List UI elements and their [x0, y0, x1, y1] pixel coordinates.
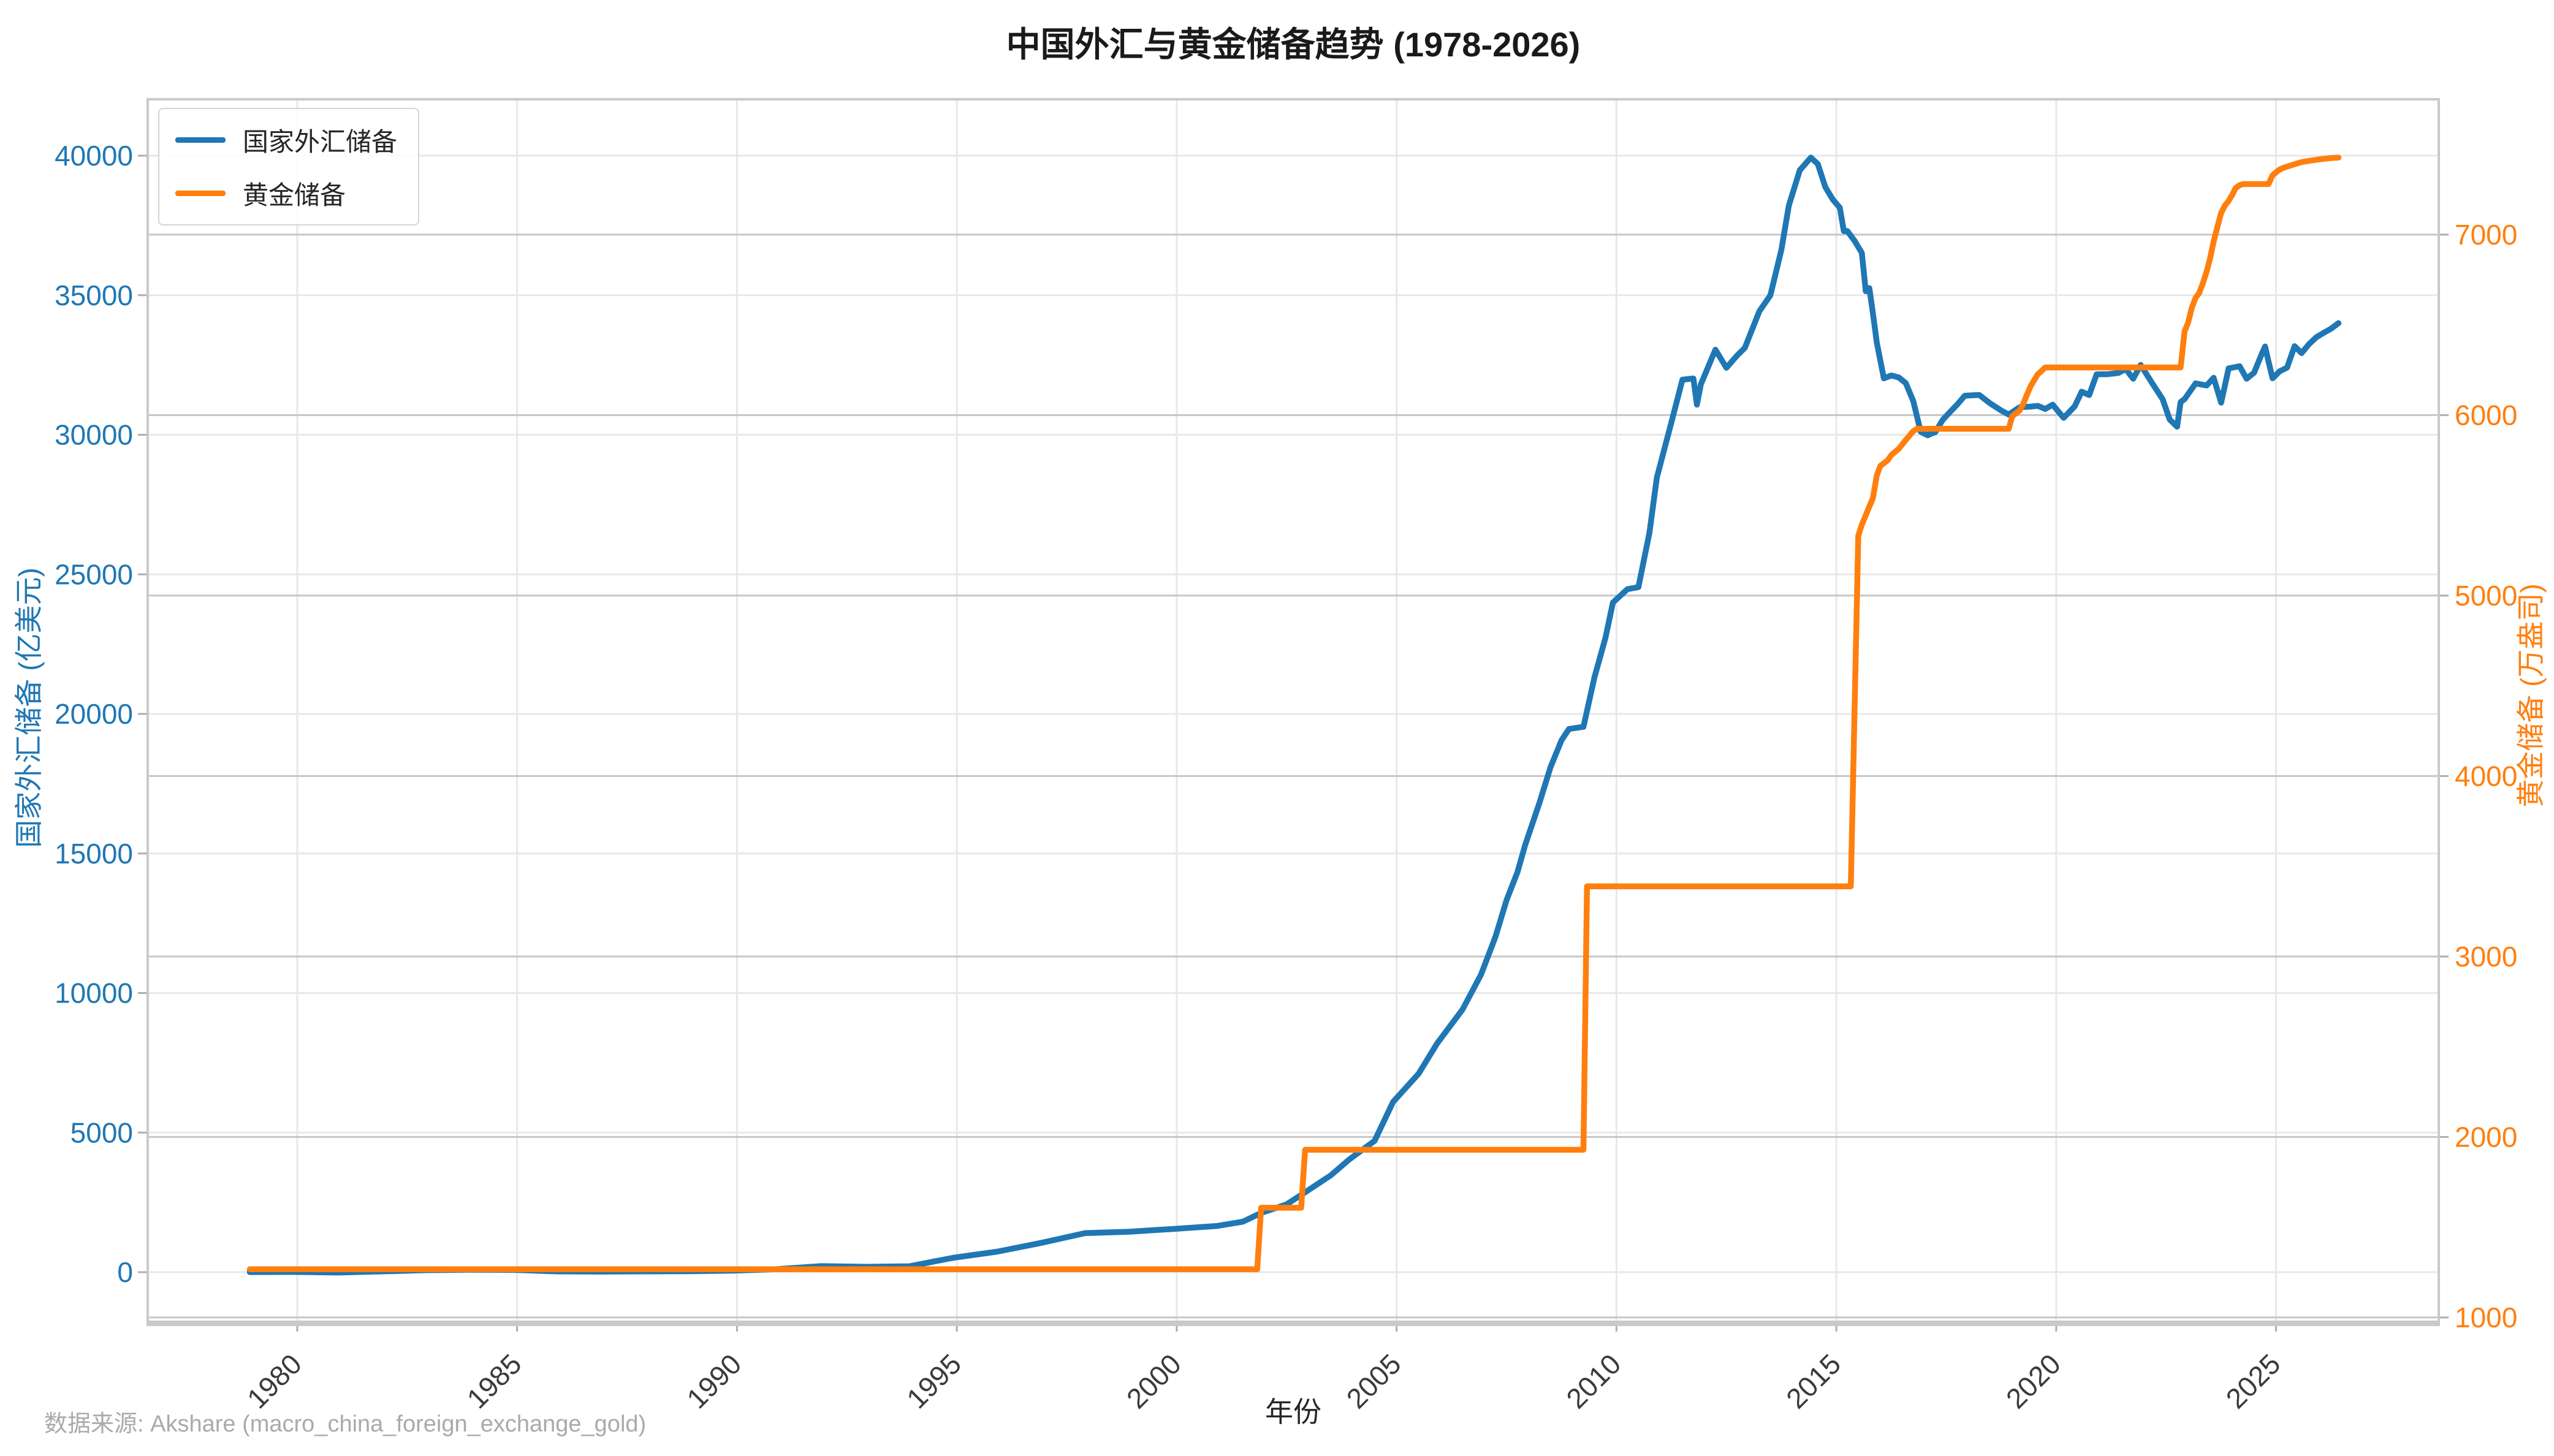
y-tick-label-right: 1000	[2455, 1302, 2517, 1333]
forex-line-swatch	[175, 137, 226, 143]
y-tick-label-right: 7000	[2455, 219, 2517, 251]
y-tick-label-right: 6000	[2455, 399, 2517, 431]
legend-label-forex: 国家外汇储备	[243, 127, 398, 156]
legend-item-gold[interactable]: 黄金储备	[175, 175, 397, 212]
y-tick-label-left: 25000	[55, 558, 133, 590]
y-tick-label-right: 2000	[2455, 1121, 2517, 1153]
y-tick-label-right: 5000	[2455, 580, 2517, 612]
y-tick-label-left: 0	[117, 1256, 133, 1288]
legend-item-forex[interactable]: 国家外汇储备	[175, 121, 397, 159]
chart-title: 中国外汇与黄金储备趋势 (1978-2026)	[1006, 25, 1581, 64]
plot-border	[146, 98, 2440, 1323]
y-axis-label-left: 国家外汇储备 (亿美元)	[13, 567, 45, 848]
y-tick-label-left: 40000	[55, 140, 133, 172]
y-tick-label-left: 5000	[70, 1117, 133, 1148]
legend-label-gold: 黄金储备	[243, 181, 346, 210]
y-tick-label-left: 20000	[55, 698, 133, 730]
y-tick-label-left: 35000	[55, 279, 133, 311]
y-tick-label-left: 10000	[55, 977, 133, 1009]
x-axis-label: 年份	[1265, 1396, 1321, 1428]
data-source-note: 数据来源: Akshare (macro_china_foreign_excha…	[44, 1411, 647, 1437]
y-tick-label-right: 4000	[2455, 760, 2517, 792]
legend-box[interactable]: 国家外汇储备 黄金储备	[158, 108, 420, 226]
gold-line-swatch	[175, 191, 226, 196]
forex-series-line	[246, 154, 2342, 1276]
y-axis-label-right: 黄金储备 (万盎司)	[2515, 583, 2547, 808]
y-tick-label-left: 30000	[55, 419, 133, 451]
gold-series-line	[246, 154, 2342, 1273]
y-tick-label-left: 15000	[55, 838, 133, 870]
y-tick-label-right: 3000	[2455, 941, 2517, 973]
